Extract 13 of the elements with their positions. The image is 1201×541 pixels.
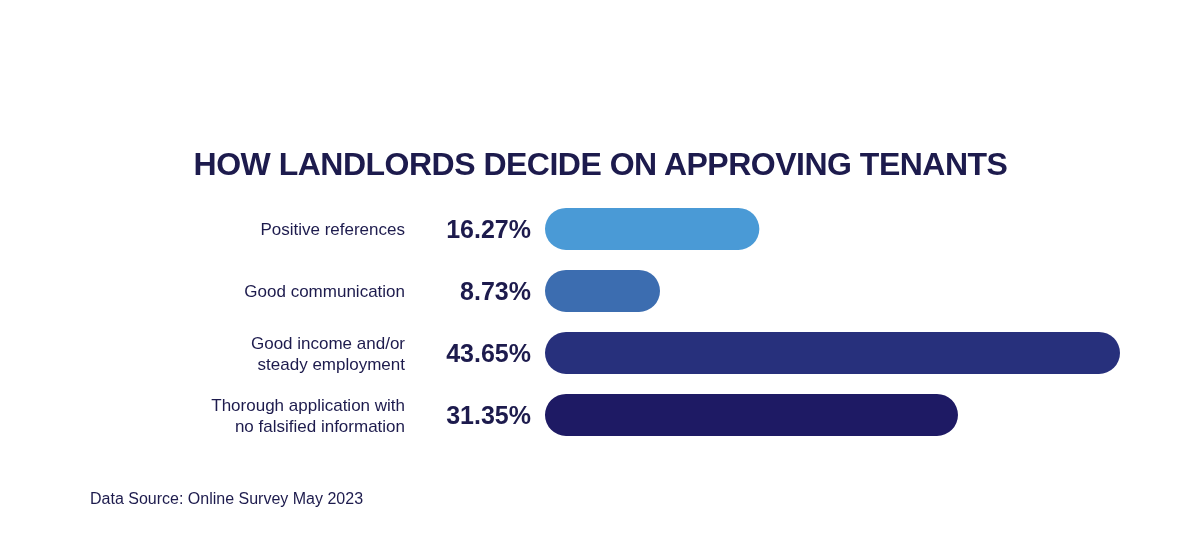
y-tick-label: Good communication — [244, 281, 405, 301]
y-tick-label: Thorough application with no falsified information — [211, 395, 405, 435]
chart-title: HOW LANDLORDS DECIDE ON APPROVING TENANTS — [192, 146, 1009, 183]
bar — [545, 207, 760, 250]
data-label: 31.35% — [446, 400, 531, 429]
source-note: Data Source: Online Survey May 2023 — [90, 490, 364, 508]
y-tick-label: Good income and/or steady employment — [250, 333, 406, 373]
data-label: 8.73% — [460, 276, 531, 305]
data-label: 43.65% — [446, 338, 531, 367]
data-label: 16.27% — [446, 214, 531, 243]
y-tick-label: Positive references — [260, 219, 405, 239]
bar — [545, 331, 1120, 374]
bar — [545, 393, 958, 436]
